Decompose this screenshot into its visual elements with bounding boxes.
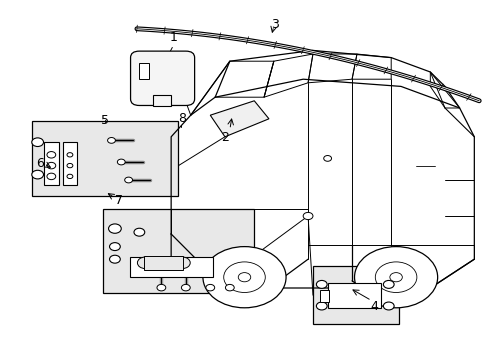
Circle shape <box>32 170 43 179</box>
Circle shape <box>109 255 120 263</box>
Circle shape <box>124 177 132 183</box>
Circle shape <box>47 162 56 169</box>
Circle shape <box>67 153 73 157</box>
Bar <box>312 266 398 324</box>
Bar <box>144 256 183 270</box>
Circle shape <box>47 152 56 158</box>
Circle shape <box>108 224 121 233</box>
Circle shape <box>181 284 190 291</box>
Circle shape <box>109 243 120 251</box>
Bar <box>139 63 149 79</box>
Bar <box>327 283 381 308</box>
Circle shape <box>157 284 165 291</box>
Circle shape <box>225 284 234 291</box>
Circle shape <box>117 159 125 165</box>
Circle shape <box>174 257 190 269</box>
Text: 3: 3 <box>270 18 278 31</box>
Circle shape <box>47 173 56 180</box>
Circle shape <box>316 280 326 288</box>
Circle shape <box>383 280 393 288</box>
Text: 6: 6 <box>36 157 44 170</box>
Bar <box>129 257 212 277</box>
Circle shape <box>303 212 312 220</box>
FancyBboxPatch shape <box>130 51 194 105</box>
Circle shape <box>223 262 264 292</box>
Circle shape <box>205 284 214 291</box>
Circle shape <box>107 138 115 143</box>
Text: 5: 5 <box>101 114 109 127</box>
Text: 4: 4 <box>369 300 377 312</box>
Bar <box>44 142 59 185</box>
Bar <box>102 209 254 293</box>
Bar <box>62 142 77 185</box>
Circle shape <box>32 138 43 147</box>
Circle shape <box>354 247 437 308</box>
Circle shape <box>316 302 326 310</box>
Circle shape <box>203 247 285 308</box>
Circle shape <box>383 302 393 310</box>
Circle shape <box>389 273 402 282</box>
Text: 8: 8 <box>178 112 185 125</box>
Circle shape <box>137 257 153 269</box>
Circle shape <box>67 163 73 168</box>
Bar <box>152 95 171 106</box>
Polygon shape <box>210 101 268 137</box>
Circle shape <box>67 174 73 179</box>
Circle shape <box>152 62 180 82</box>
Circle shape <box>375 262 416 292</box>
Bar <box>320 290 328 302</box>
Text: 7: 7 <box>115 194 122 207</box>
Text: 1: 1 <box>169 31 177 44</box>
Circle shape <box>134 228 144 236</box>
Circle shape <box>323 156 331 161</box>
Text: 2: 2 <box>221 131 228 144</box>
Circle shape <box>238 273 250 282</box>
Bar <box>32 121 178 196</box>
